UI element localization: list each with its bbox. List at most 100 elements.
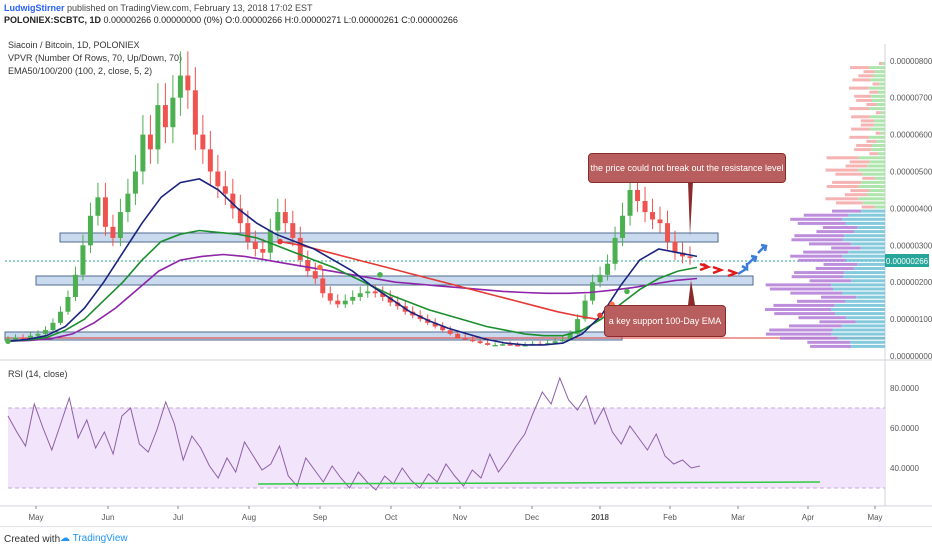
candle-body	[185, 75, 191, 91]
vpvr-up-bar	[831, 283, 885, 287]
vpvr-up-bar	[869, 66, 885, 70]
vpvr-up-bar	[850, 242, 885, 246]
vpvr-down-bar	[803, 213, 849, 217]
vpvr-up-bar	[848, 250, 885, 254]
candle-body	[687, 256, 693, 258]
candle-body	[237, 208, 243, 224]
blue-arrow-1	[737, 263, 749, 276]
rsi-tick-label: 60.0000	[890, 424, 919, 433]
candle-body	[597, 274, 603, 283]
candle-body	[657, 219, 663, 224]
vpvr-down-bar	[765, 332, 832, 336]
candle-body	[582, 300, 588, 320]
candle-body	[57, 311, 63, 323]
vpvr-down-bar	[856, 98, 873, 102]
vpvr-histogram	[765, 62, 885, 348]
candle-body	[560, 339, 566, 342]
vpvr-down-bar	[866, 139, 877, 143]
vpvr-up-bar	[841, 324, 885, 328]
symbol-label: POLONIEX:SCBTC, 1D	[4, 15, 102, 25]
vpvr-up-bar	[880, 111, 885, 115]
rsi-legend[interactable]: RSI (14, close)	[8, 369, 68, 379]
rsi-tick-label: 40.0000	[890, 464, 919, 473]
candle-body	[35, 333, 41, 336]
vpvr-up-bar	[842, 291, 885, 295]
price-tick-label: 0.00000200	[890, 278, 932, 287]
x-tick-label: Oct	[385, 513, 398, 522]
resistance-zone[interactable]	[59, 232, 719, 243]
candle-body	[357, 293, 363, 297]
vpvr-down-bar	[823, 262, 858, 266]
candle-body	[575, 319, 581, 334]
vpvr-down-bar	[765, 308, 832, 311]
support-note[interactable]: a key support 100-Day EMA	[604, 305, 726, 337]
vpvr-up-bar	[842, 217, 885, 221]
vpvr-down-bar	[854, 148, 872, 152]
ema-legend[interactable]: EMA50/100/200 (100, 2, close, 5, 2)	[8, 66, 153, 76]
candle-body	[642, 201, 648, 213]
ema-lines	[5, 178, 698, 346]
vpvr-down-bar	[869, 152, 878, 156]
candle-body	[192, 90, 198, 135]
author-link[interactable]: LudwigStirner	[4, 3, 65, 13]
tradingview-logo-icon[interactable]: ☁ TradingView	[60, 533, 128, 544]
candle-body	[552, 341, 558, 344]
candle-body	[117, 212, 123, 238]
vpvr-down-bar	[819, 320, 856, 324]
rsi-trendline[interactable]	[257, 481, 821, 485]
vpvr-down-bar	[798, 316, 847, 320]
vpvr-up-bar	[874, 176, 885, 180]
vpvr-up-bar	[868, 107, 885, 111]
vpvr-up-bar	[862, 201, 885, 205]
last-price-label: 0.00000266	[886, 257, 929, 266]
vpvr-up-bar	[860, 246, 885, 250]
price-tick-label: 0.00000300	[890, 241, 932, 250]
base-zone[interactable]	[4, 331, 623, 341]
vpvr-down-bar	[851, 127, 870, 131]
vpvr-down-bar	[797, 299, 846, 303]
candle-body	[335, 300, 341, 305]
vpvr-down-bar	[849, 86, 869, 90]
price-tick-label: 0.00000800	[890, 57, 932, 66]
candle-body	[312, 271, 318, 279]
support-zone[interactable]	[35, 275, 754, 286]
candle-body	[380, 293, 386, 297]
vpvr-legend[interactable]: VPVR (Number Of Rows, 70, Up/Down, 70)	[8, 53, 183, 63]
candle-body	[252, 241, 258, 249]
ema-purple-line	[7, 253, 698, 342]
vpvr-up-bar	[869, 189, 885, 193]
rsi-band	[8, 408, 885, 488]
price-tick-label: 0.00000600	[890, 131, 932, 140]
candle-body	[500, 344, 506, 346]
vpvr-down-bar	[826, 156, 859, 160]
vpvr-down-bar	[807, 340, 851, 344]
vpvr-up-bar	[842, 275, 885, 279]
candle-body	[80, 245, 86, 275]
vpvr-down-bar	[779, 336, 838, 340]
price-chart[interactable]: May Jun Jul Aug Sep Oct Nov Dec 2018 Feb Mar Apr May…	[0, 0, 932, 526]
vpvr-up-bar	[845, 258, 885, 262]
vpvr-up-bar	[851, 279, 885, 283]
candle-body	[350, 296, 356, 301]
x-tick-label: Feb	[663, 513, 677, 522]
price-tick-label: 0.00000100	[890, 315, 932, 324]
vpvr-up-bar	[855, 320, 885, 324]
vpvr-up-bar	[854, 230, 885, 234]
vpvr-down-bar	[809, 279, 852, 283]
vpvr-down-bar	[789, 324, 842, 328]
candle-body	[87, 215, 93, 246]
price-tick-label: 0.00000400	[890, 204, 932, 213]
vpvr-down-bar	[851, 115, 870, 119]
vpvr-up-bar	[871, 148, 885, 152]
vpvr-up-bar	[874, 119, 885, 123]
vpvr-down-bar	[825, 197, 859, 201]
vpvr-up-bar	[832, 328, 885, 332]
candle-body	[627, 189, 633, 216]
candle-body	[42, 330, 48, 334]
vpvr-up-bar	[856, 295, 885, 299]
candle-body	[672, 241, 678, 253]
vpvr-down-bar	[850, 66, 870, 70]
vpvr-down-bar	[816, 230, 855, 234]
candle-body	[612, 237, 618, 264]
resistance-note[interactable]: the price could not break out the resist…	[588, 153, 786, 183]
